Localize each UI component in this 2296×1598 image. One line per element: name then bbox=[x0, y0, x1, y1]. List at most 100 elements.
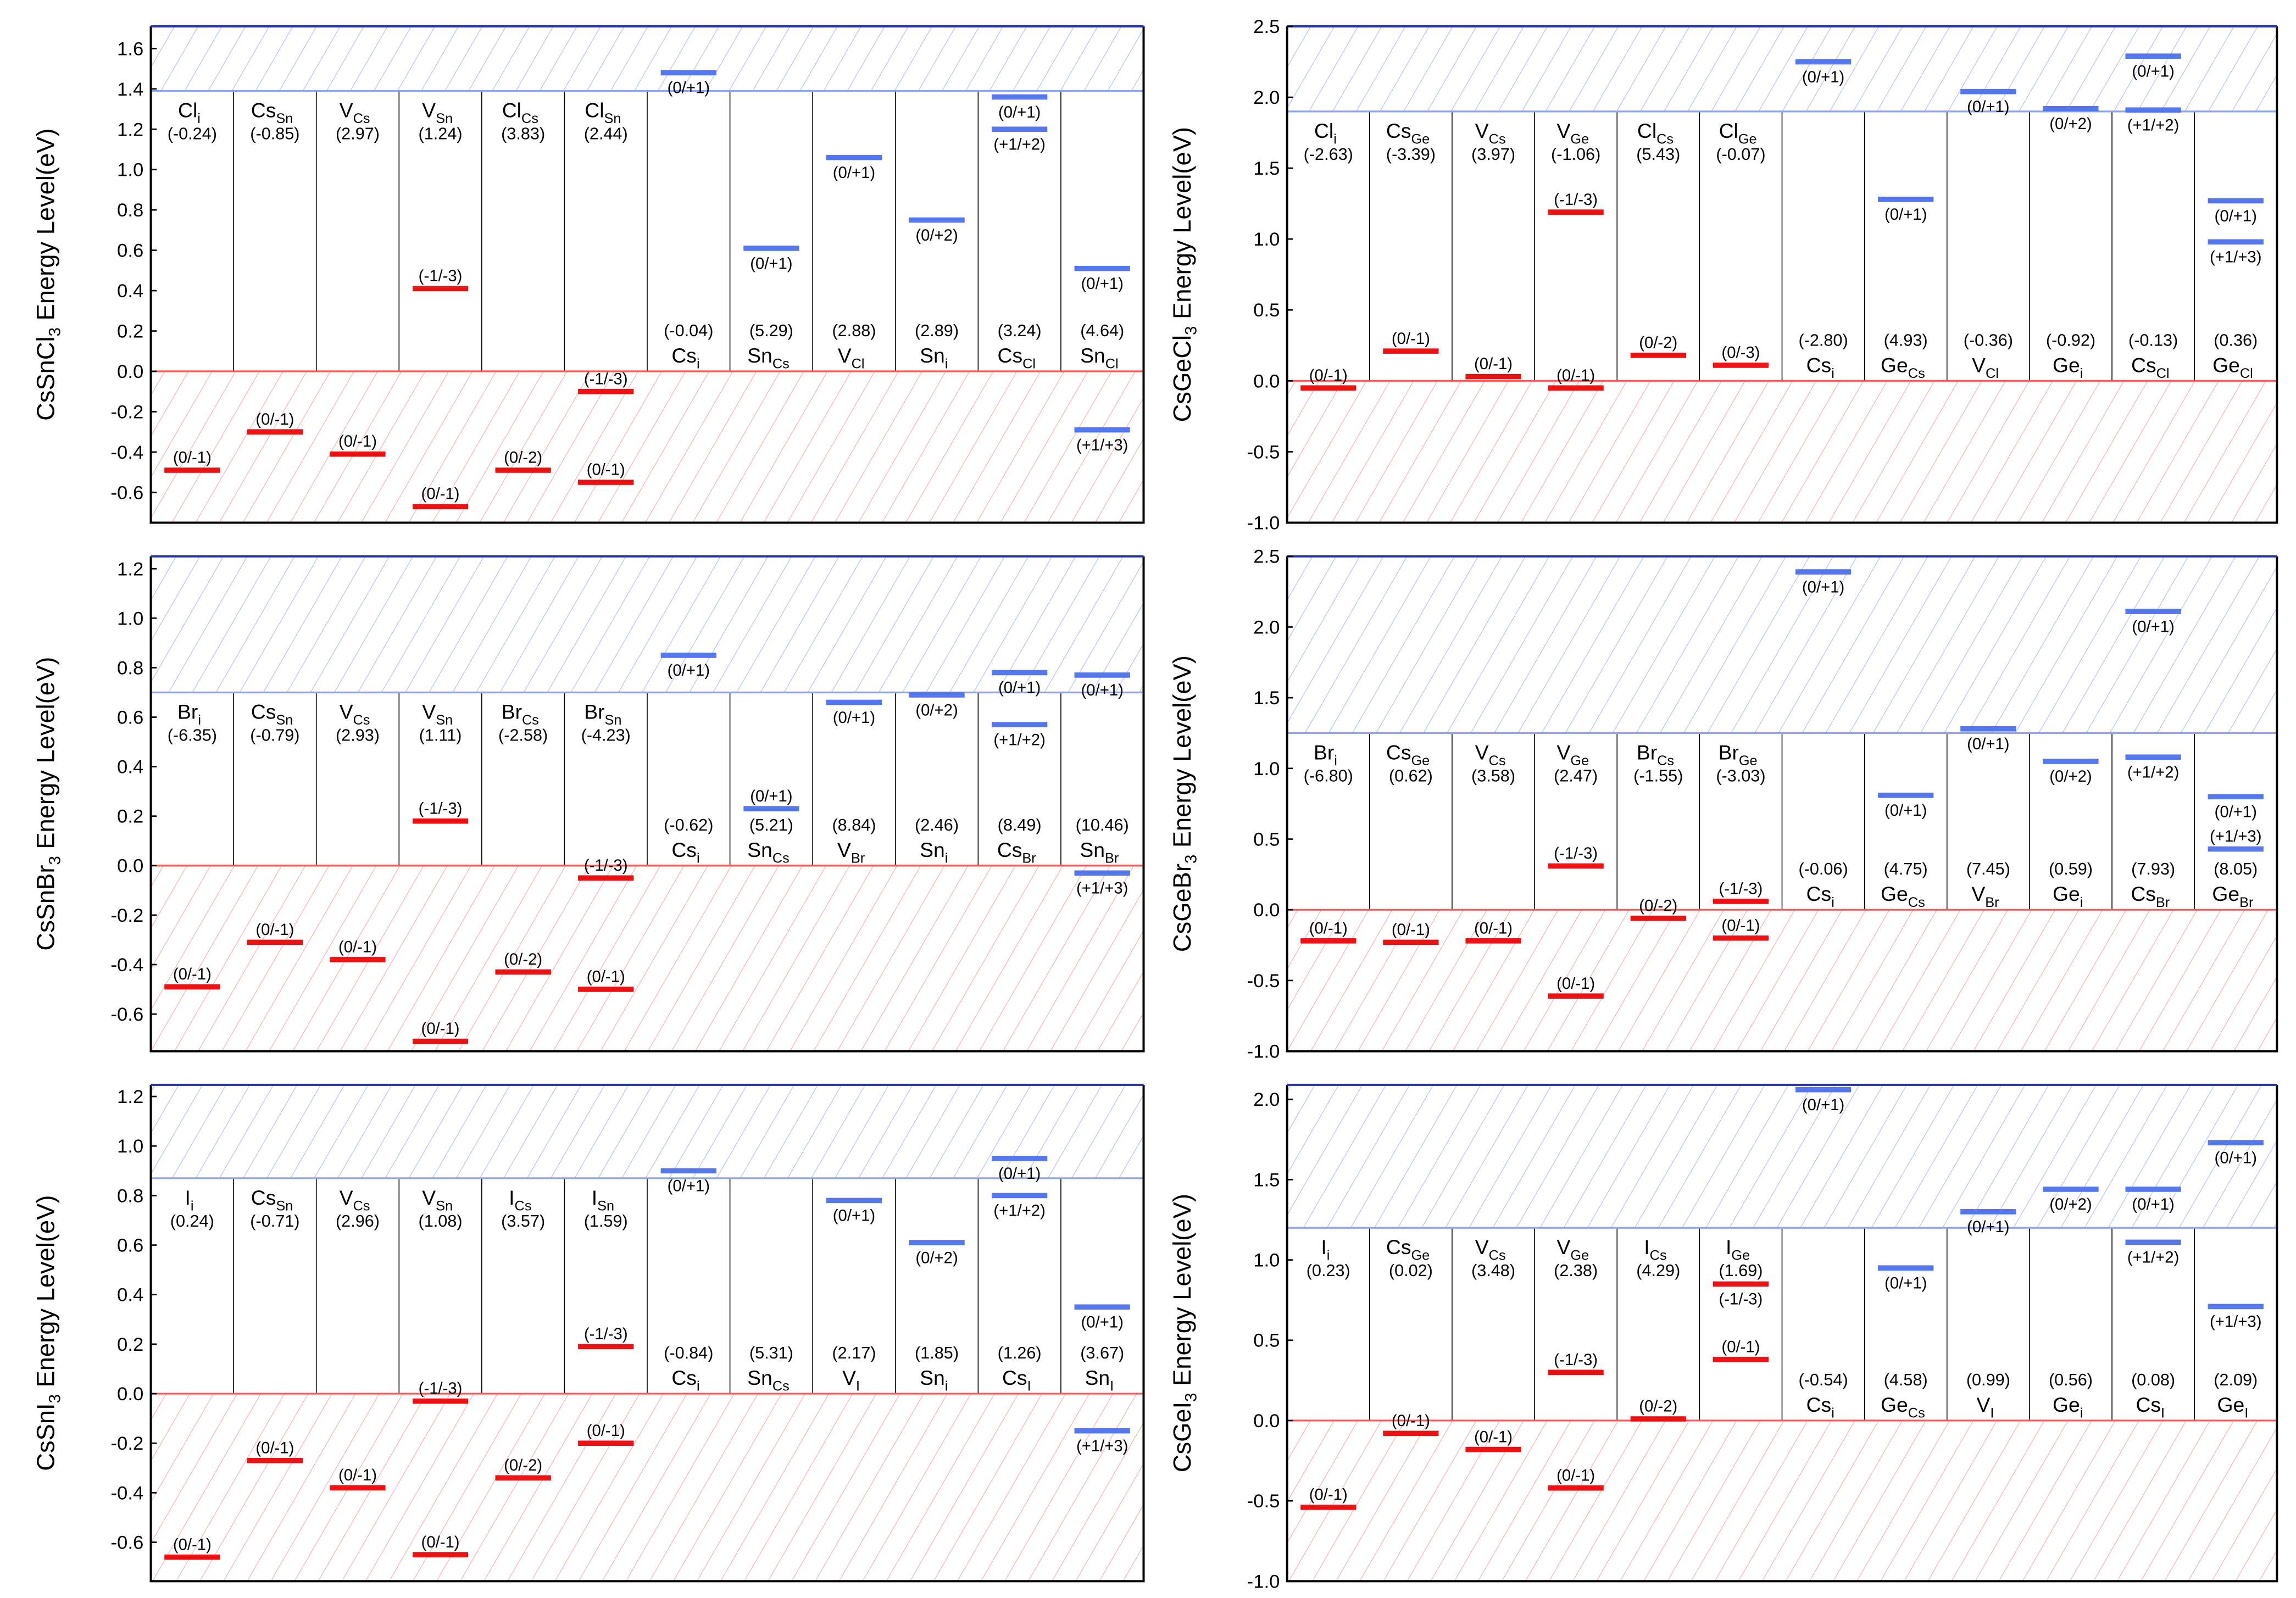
y-tick-label: 1.2 bbox=[117, 559, 143, 580]
defect-name-subscript: Cs bbox=[772, 357, 790, 372]
formation-energy-label: (2.89) bbox=[915, 321, 959, 340]
transition-level-bar bbox=[1878, 197, 1934, 202]
defect-V-Cl: VCl (2.88) (0/+1) bbox=[826, 154, 882, 372]
defect-name: CsI bbox=[1002, 1366, 1031, 1394]
transition-level-label: (+1/+3) bbox=[2210, 1313, 2261, 1331]
y-tick-label: -0.6 bbox=[111, 482, 144, 503]
defect-name-base: Cs bbox=[2136, 1393, 2161, 1416]
defect-Sn-Cl: SnCl (4.64) (0/+1) (+1/+3) bbox=[1074, 265, 1130, 454]
transition-level-label: (0/-2) bbox=[1639, 897, 1677, 915]
defect-name-base: V bbox=[837, 838, 851, 861]
defect-name-base: V bbox=[1475, 740, 1489, 764]
defect-name-subscript: i bbox=[198, 712, 201, 728]
defect-name: VSn bbox=[422, 1186, 453, 1214]
y-tick-label: 0.4 bbox=[117, 281, 143, 302]
defect-Ge-Cs: GeCs (4.58) (0/+1) bbox=[1878, 1265, 1934, 1421]
transition-level-label: (0/-2) bbox=[504, 449, 542, 467]
formation-energy-label: (3.48) bbox=[1471, 1261, 1515, 1280]
defect-Ge-Cl: GeCl (0.36) (0/+1) (+1/+3) bbox=[2208, 198, 2264, 381]
defect-Br-i: Bri(-6.35) (0/-1) bbox=[164, 700, 220, 990]
transition-level-bar bbox=[495, 969, 551, 975]
transition-level-label: (0/+1) bbox=[833, 1207, 875, 1225]
defect-Cl-Ge: ClGe(-0.07) (0/-3) bbox=[1713, 119, 1769, 368]
defect-Ge-Br: GeBr (8.05) (0/+1) (+1/+3) bbox=[2208, 794, 2264, 910]
transition-level-label: (+1/+3) bbox=[2210, 248, 2261, 266]
defect-name: Ii bbox=[1321, 1235, 1330, 1263]
defect-name-subscript: Cs bbox=[1908, 366, 1925, 381]
transition-level-label: (0/-1) bbox=[1309, 919, 1348, 937]
axis-frame bbox=[149, 26, 1145, 524]
defect-I-i: Ii(0.23) (0/-1) bbox=[1300, 1235, 1357, 1510]
defect-name-subscript: i bbox=[1831, 895, 1834, 910]
formation-energy-label: (2.44) bbox=[584, 124, 628, 143]
transition-level-label: (0/+1) bbox=[1081, 681, 1124, 699]
defect-name-subscript: Br bbox=[2156, 895, 2170, 910]
transition-level-bar bbox=[1630, 915, 1686, 921]
defect-Sn-Cs: SnCs (5.29) (0/+1) bbox=[743, 246, 799, 372]
defect-name-base: V bbox=[1557, 740, 1571, 764]
defect-name-subscript: Sn bbox=[276, 111, 293, 126]
defect-name-subscript: Ge bbox=[1411, 1248, 1430, 1263]
transition-level-label: (0/-1) bbox=[1721, 1338, 1760, 1356]
transition-level-label: (0/+1) bbox=[1081, 275, 1124, 293]
axis-frame bbox=[1286, 26, 2278, 524]
y-tick-label: -0.5 bbox=[1247, 442, 1280, 463]
defect-name: GeCs bbox=[1881, 882, 1925, 910]
defect-Cs-Sn: CsSn(-0.79) (0/-1) bbox=[247, 700, 303, 945]
transition-level-label: (0/+1) bbox=[1967, 98, 2009, 116]
y-tick-label: -1.0 bbox=[1247, 1571, 1280, 1592]
formation-energy-label: (-0.06) bbox=[1798, 860, 1848, 878]
formation-energy-label: (4.75) bbox=[1884, 860, 1928, 878]
defect-name-subscript: Cl bbox=[1022, 357, 1036, 372]
transition-level-label: (0/+1) bbox=[1967, 1218, 2009, 1236]
formation-energy-label: (-2.58) bbox=[498, 726, 548, 744]
transition-level-bar bbox=[1795, 59, 1852, 65]
formation-energy-label: (-2.80) bbox=[1798, 331, 1848, 349]
y-axis-label-unit: Energy Level(eV) bbox=[32, 657, 60, 856]
y-axis-label: CsGeI3 Energy Level(eV) bbox=[1168, 1194, 1200, 1472]
transition-level-bar bbox=[1074, 1304, 1130, 1310]
defect-name-subscript: i bbox=[1334, 753, 1337, 769]
transition-level-label: (0/-1) bbox=[421, 1020, 460, 1038]
defect-name: Csi bbox=[671, 838, 699, 866]
transition-level-label: (0/+2) bbox=[2049, 115, 2092, 133]
transition-level-label: (0/+1) bbox=[998, 679, 1041, 697]
y-tick-label: 0.5 bbox=[1253, 1330, 1280, 1351]
defect-name: VGe bbox=[1557, 119, 1589, 147]
defect-name-subscript: Cs bbox=[353, 1198, 370, 1213]
y-axis-label: CsGeCl3 Energy Level(eV) bbox=[1168, 127, 1200, 422]
defect-Sn-i: Sni (2.89) (0/+2) bbox=[909, 217, 965, 372]
defect-name-base: Cs bbox=[1002, 1366, 1027, 1389]
transition-level-label: (0/+1) bbox=[1884, 205, 1927, 224]
defect-name: Gei bbox=[2053, 353, 2083, 381]
defect-name: VSn bbox=[422, 98, 453, 126]
transition-level-label: (0/+1) bbox=[668, 1177, 710, 1195]
defect-name-subscript: Cs bbox=[353, 111, 370, 126]
defect-name-subscript: i bbox=[191, 1198, 194, 1213]
y-tick-label: -0.6 bbox=[111, 1004, 144, 1025]
defect-name-base: Ge bbox=[1881, 1393, 1908, 1416]
defect-V-Br: VBr (7.45) (0/+1) bbox=[1960, 726, 2016, 910]
transition-level-label: (0/-1) bbox=[173, 1535, 212, 1554]
transition-level-bar bbox=[1383, 1430, 1439, 1436]
defect-name-base: V bbox=[422, 1186, 436, 1209]
transition-level-bar bbox=[2043, 1187, 2099, 1192]
transition-level-label: (0/-1) bbox=[338, 432, 377, 450]
y-axis-label-subscript: 3 bbox=[46, 327, 64, 336]
defect-name-subscript: Cs bbox=[1656, 131, 1674, 147]
transition-level-bar bbox=[660, 653, 716, 658]
transition-level-bar bbox=[2125, 53, 2181, 59]
formation-energy-label: (-0.24) bbox=[168, 124, 217, 143]
transition-level-label: (0/-1) bbox=[338, 938, 377, 956]
y-tick-label: 1.5 bbox=[1253, 688, 1280, 709]
defect-name: CsCl bbox=[998, 344, 1036, 372]
defect-Sn-Br: SnBr (10.46) (0/+1) (+1/+3) bbox=[1074, 672, 1130, 898]
defect-Ge-Cs: GeCs (4.93) (0/+1) bbox=[1878, 197, 1934, 381]
defect-name: CsCl bbox=[2131, 353, 2169, 381]
transition-level-bar bbox=[578, 987, 634, 992]
y-axis-label-unit: Energy Level(eV) bbox=[32, 129, 60, 328]
y-tick-label: 1.5 bbox=[1253, 158, 1280, 179]
formation-energy-label: (-2.63) bbox=[1304, 145, 1353, 164]
defect-name-subscript: i bbox=[1327, 1248, 1330, 1263]
y-tick-label: 0.5 bbox=[1253, 300, 1280, 321]
